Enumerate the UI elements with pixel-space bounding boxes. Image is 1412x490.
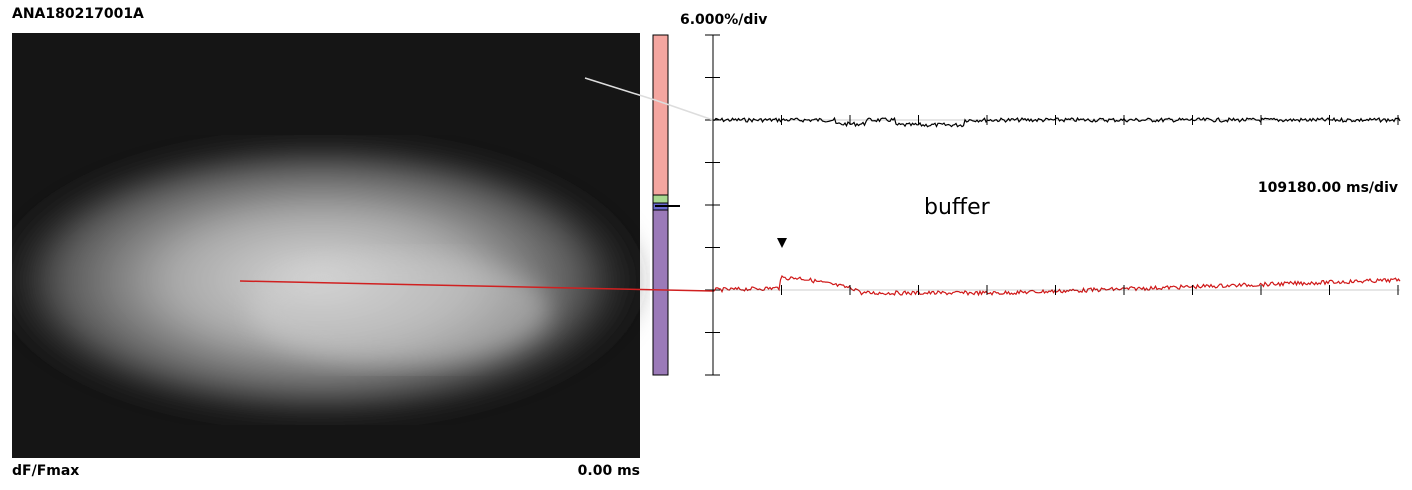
roi-bar-pink: [652, 34, 669, 196]
file-id: ANA180217001A: [12, 6, 144, 22]
x-scale: 109180.00 ms/div: [1258, 180, 1398, 196]
cell-blob: [0, 135, 650, 425]
cell-core: [250, 255, 550, 365]
roi-connector-red: [239, 280, 714, 292]
y-ticks: [705, 34, 720, 376]
condition-label: buffer: [924, 195, 991, 220]
roi-bar-purple: [652, 209, 669, 376]
roi-connector: [584, 77, 714, 121]
y-scale: 6.000%/div: [680, 12, 767, 28]
trace-red: [712, 274, 1401, 297]
mask: [0, 33, 12, 463]
stimulus-marker: [777, 238, 787, 248]
trace-black: [712, 116, 1401, 128]
mask: [0, 458, 660, 490]
measure-label: dF/Fmax: [12, 463, 79, 479]
roi-bar-green: [652, 194, 669, 204]
time-label: 0.00 ms: [578, 463, 640, 479]
traces: [712, 115, 1401, 297]
